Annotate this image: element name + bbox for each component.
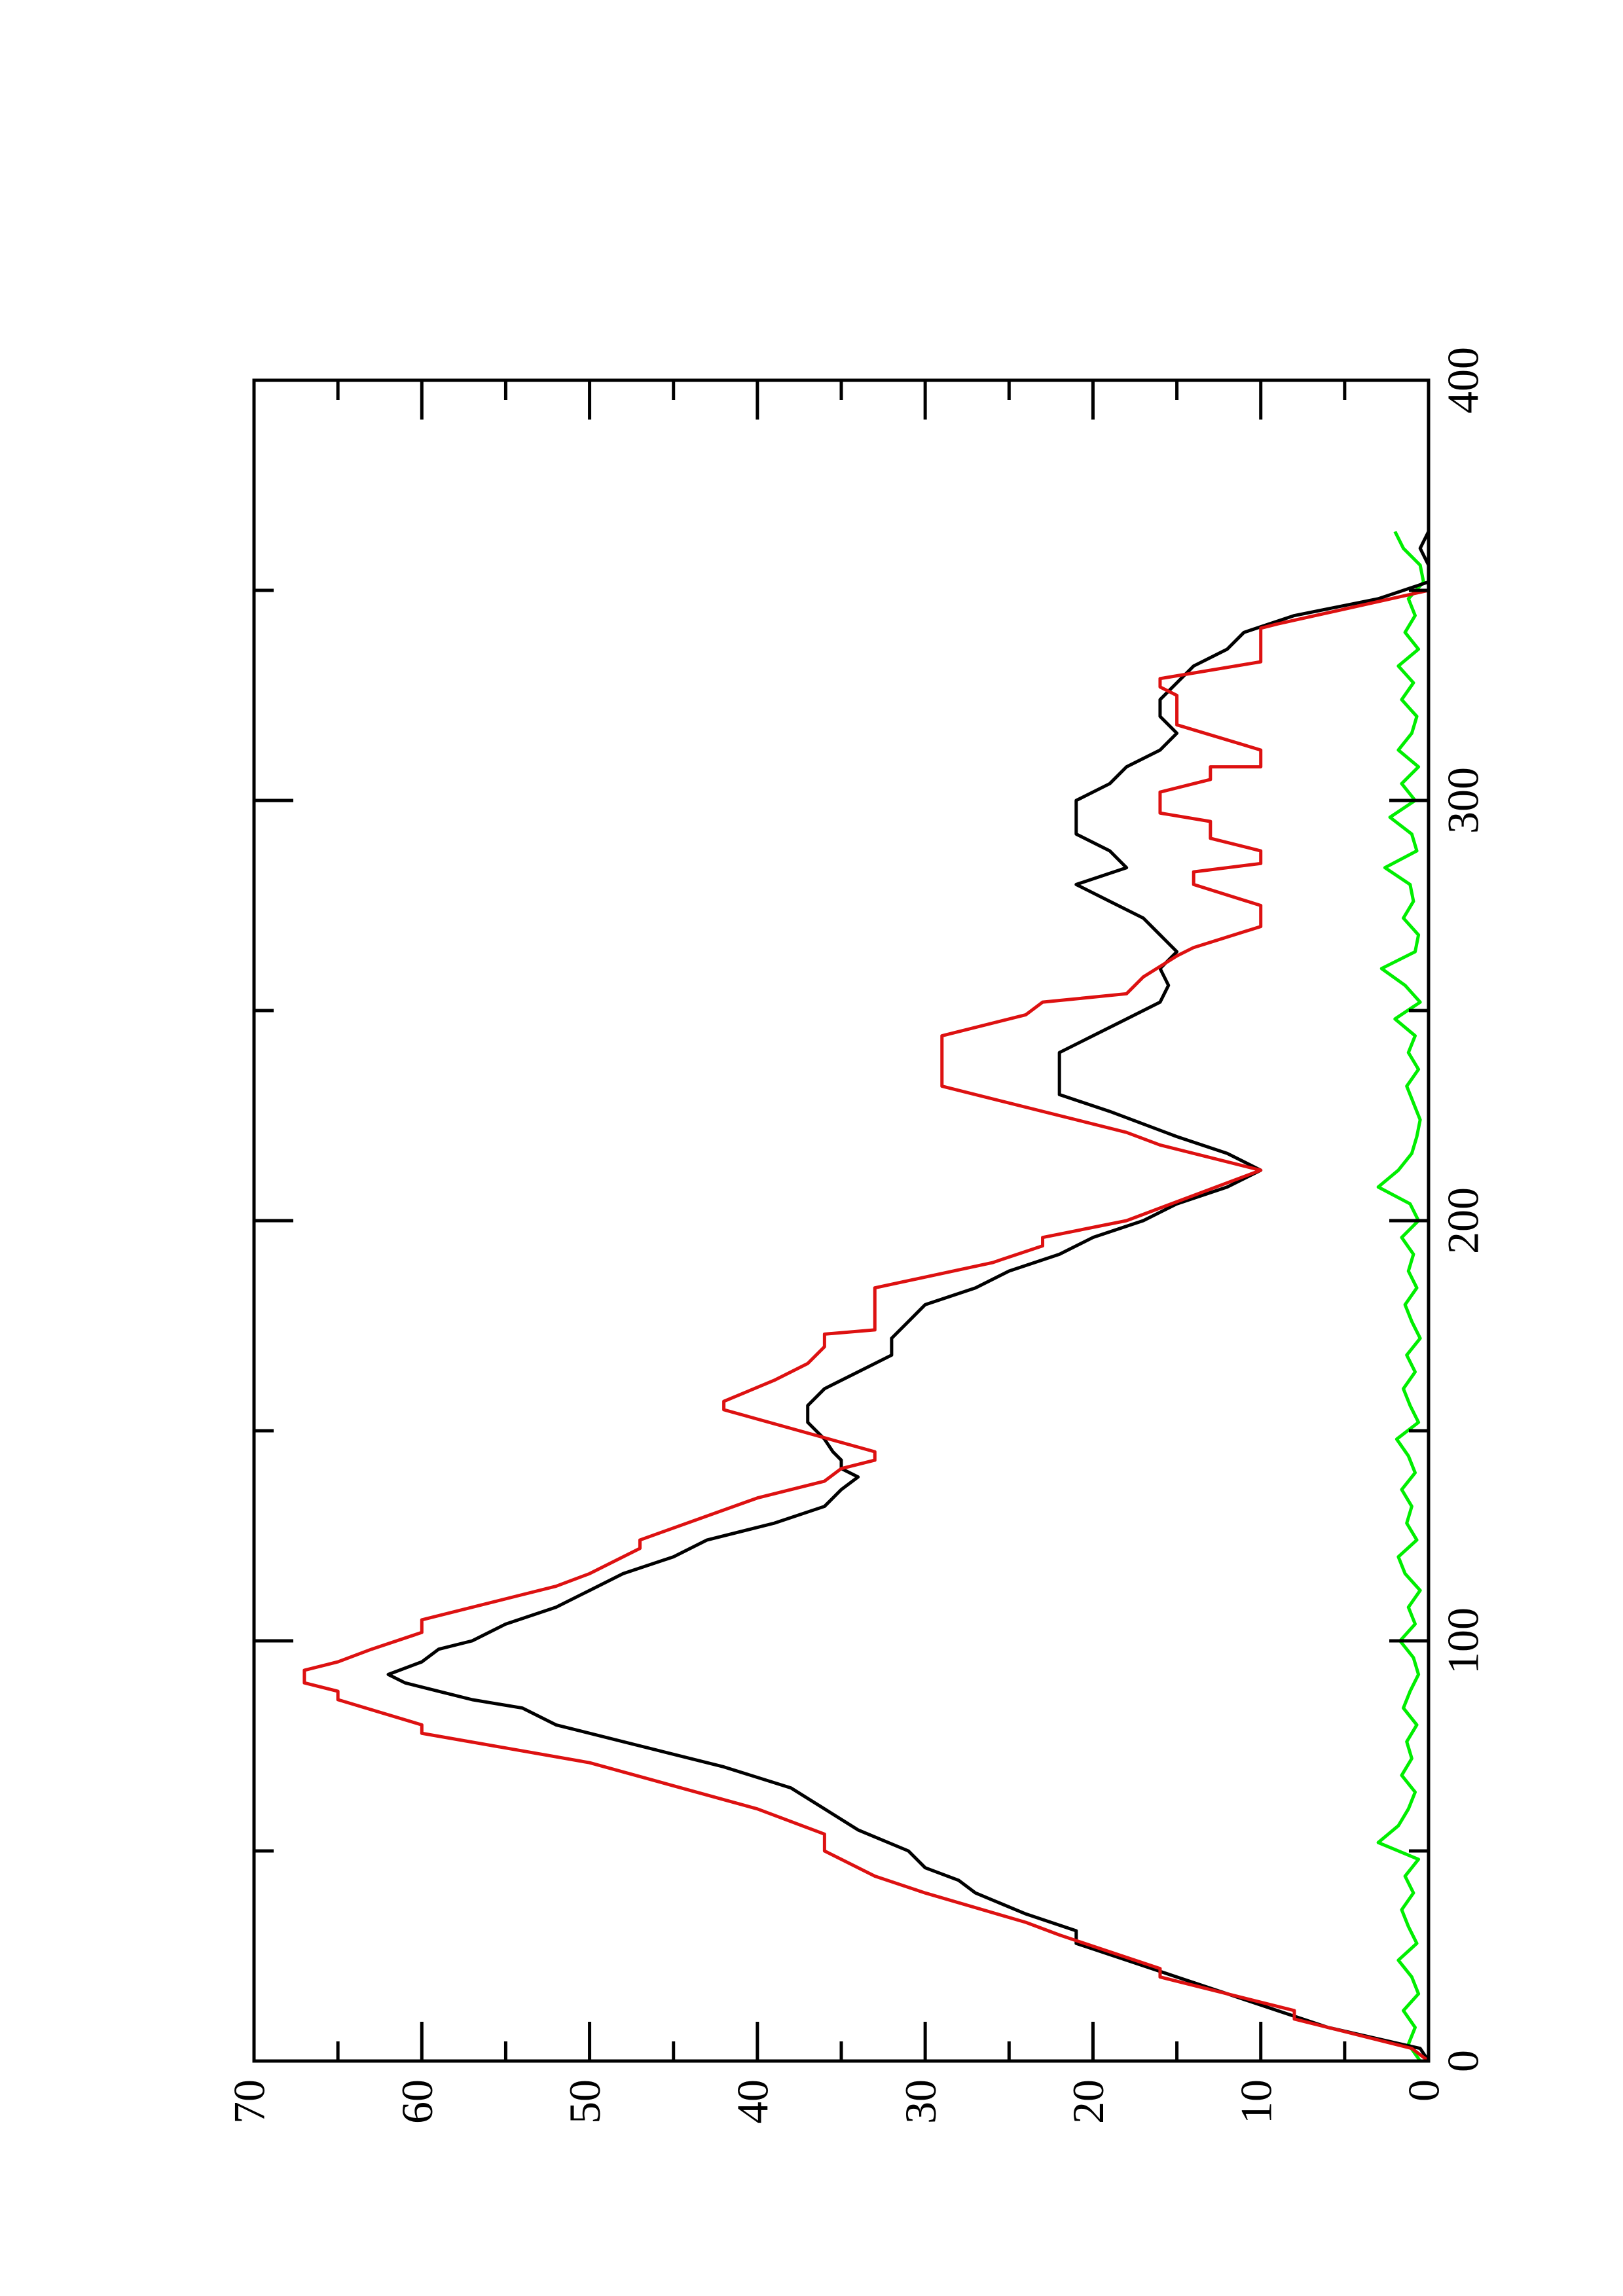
y-tick-label: 10	[1231, 2079, 1281, 2124]
x-tick-label: 0	[1438, 2050, 1488, 2072]
data-line	[1376, 531, 1425, 2062]
x-tick-label: 200	[1438, 1187, 1488, 1254]
y-tick-label: 60	[392, 2079, 442, 2124]
y-tick-label: 40	[727, 2079, 777, 2124]
x-tick-label: 100	[1438, 1607, 1488, 1674]
data-line	[302, 588, 1430, 2062]
y-tick-label: 70	[225, 2079, 274, 2124]
rotated-chart: 0 100 200 300 400 0 10 20 30 40 50 60 70	[225, 347, 1488, 2124]
x-tick-label: 300	[1438, 767, 1488, 834]
x-tick-label: 400	[1438, 347, 1488, 414]
y-tick-label: 20	[1063, 2079, 1113, 2124]
y-tick-label: 0	[1399, 2079, 1449, 2102]
data-line	[386, 531, 1431, 2062]
y-tick-label: 50	[560, 2079, 610, 2124]
y-tick-label: 30	[896, 2079, 945, 2124]
